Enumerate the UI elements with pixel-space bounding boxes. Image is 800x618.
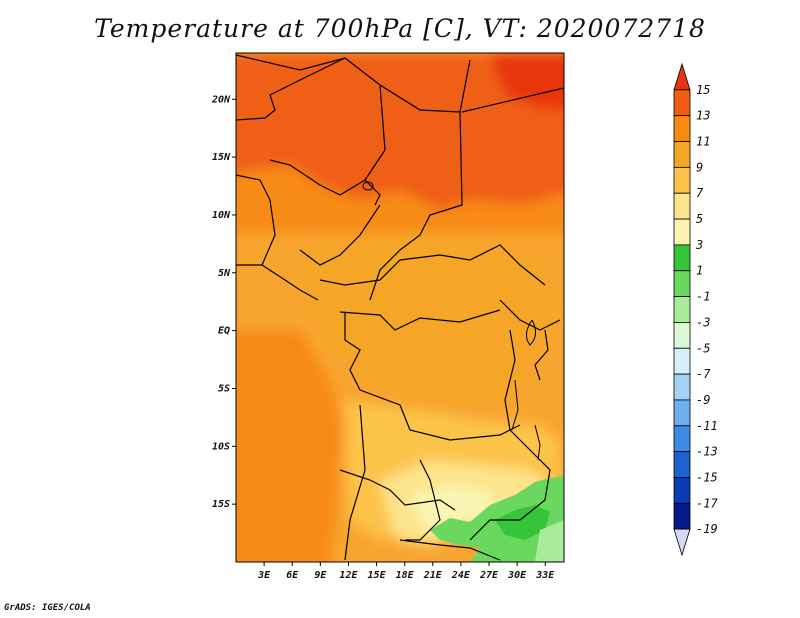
- colorbar-segment: [673, 347, 691, 375]
- lat-tick-label: 20N: [211, 94, 231, 105]
- field-atlantic-southwest: [236, 330, 345, 562]
- lon-tick-label: 24E: [451, 570, 471, 581]
- lat-tick-label: EQ: [218, 326, 230, 337]
- lat-tick-label: 15N: [212, 152, 231, 163]
- colorbar-label: -13: [696, 445, 718, 459]
- colorbar-label: 15: [696, 83, 710, 97]
- colorbar-label: -3: [696, 315, 710, 329]
- colorbar-label: -5: [696, 341, 710, 355]
- colorbar-segment: [673, 502, 691, 530]
- lon-tick-label: 3E: [257, 570, 271, 581]
- grads-credit: GrADS: IGES/COLA: [4, 603, 91, 613]
- colorbar-label: -19: [696, 522, 718, 536]
- colorbar-label: 11: [696, 135, 710, 149]
- colorbar-label: 1: [696, 264, 703, 278]
- field-zambezi-light: [535, 520, 564, 562]
- field-sahel-north: [236, 53, 564, 210]
- lat-tick-label: 10S: [212, 441, 230, 452]
- colorbar-top-triangle: [673, 62, 691, 91]
- country-borders: [236, 54, 564, 561]
- colorbar-label: -17: [696, 496, 718, 510]
- lon-tick-label: 15E: [368, 570, 387, 581]
- colorbar-segment: [673, 192, 691, 220]
- colorbar-segment: [673, 244, 691, 272]
- field-zambezi-cool-dark: [495, 505, 550, 540]
- field-sahel-north-east: [490, 53, 564, 110]
- colorbar-label: 7: [696, 186, 704, 200]
- colorbar-label: 5: [696, 212, 703, 226]
- colorbar-segment: [673, 296, 691, 323]
- lon-tick-label: 6E: [286, 570, 299, 581]
- longitude-axis: 3E 6E 9E 12E 15E 18E 21E 24E 27E 30E 33E: [257, 562, 555, 581]
- lon-tick-label: 12E: [339, 570, 358, 581]
- colorbar-segment: [673, 270, 691, 297]
- colorbar-label: 3: [695, 238, 703, 252]
- lat-tick-label: 5N: [218, 268, 231, 279]
- colorbar-segment: [673, 166, 691, 194]
- colorbar-segment: [673, 141, 691, 168]
- colorbar-segment: [673, 89, 691, 117]
- colorbar-label: 13: [696, 109, 710, 123]
- colorbar-label: -7: [696, 367, 711, 381]
- colorbar-segment: [673, 477, 691, 504]
- latitude-axis: 20N 15N 10N 5N EQ 5S 10S 15S: [211, 94, 236, 510]
- lat-tick-label: 15S: [212, 499, 230, 510]
- colorbar-label: -15: [696, 470, 718, 484]
- colorbar-segment: [673, 322, 691, 349]
- field-pale-core: [410, 485, 500, 530]
- colorbar-bottom-triangle: [673, 528, 691, 557]
- colorbar-label: -11: [696, 419, 718, 433]
- colorbar-segment: [673, 451, 691, 478]
- colorbar-segment: [673, 373, 691, 401]
- lakes: [362, 181, 541, 461]
- lat-tick-label: 5S: [218, 383, 230, 394]
- lon-tick-label: 33E: [535, 570, 555, 581]
- lon-tick-label: 18E: [396, 570, 415, 581]
- lon-tick-label: 21E: [423, 570, 443, 581]
- colorbar-segment: [673, 218, 691, 246]
- chart-title: Temperature at 700hPa [C], VT: 202007271…: [94, 14, 706, 43]
- field-central-africa: [300, 230, 560, 410]
- lat-tick-label: 10N: [212, 210, 231, 221]
- colorbar-segment: [673, 115, 691, 142]
- colorbar-label: -1: [696, 290, 710, 304]
- colorbar-label: 9: [696, 160, 703, 174]
- map-frame: [235, 52, 565, 563]
- colorbar-label: -9: [696, 393, 710, 407]
- lon-tick-label: 27E: [479, 570, 499, 581]
- lon-tick-label: 9E: [314, 570, 327, 581]
- colorbar-segment: [673, 425, 691, 453]
- colorbar-segment: [673, 399, 691, 427]
- lon-tick-label: 30E: [507, 570, 527, 581]
